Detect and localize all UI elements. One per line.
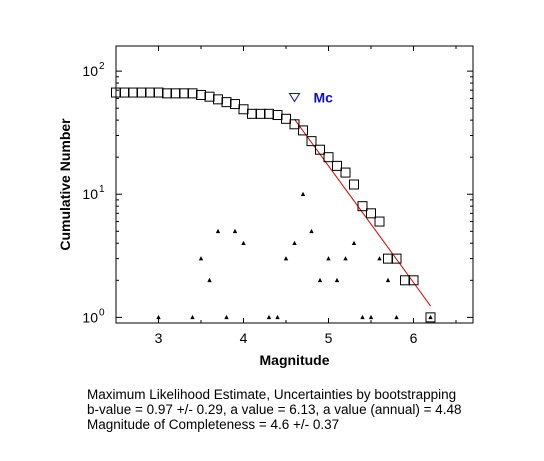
noncumulative-point [207, 277, 212, 283]
noncumulative-point [351, 240, 357, 246]
y-tick-label: 10 [82, 186, 98, 202]
cumulative-point [298, 125, 308, 136]
noncumulative-point [224, 314, 229, 320]
cumulative-point [332, 160, 342, 171]
x-tick-label: 5 [325, 330, 333, 346]
noncumulative-point [300, 191, 306, 197]
noncumulative-point [377, 256, 382, 261]
noncumulative-point [317, 277, 323, 283]
fit-line-layer [294, 118, 431, 307]
x-tick-label: 4 [240, 330, 248, 346]
mc-marker [288, 93, 301, 103]
noncumulative-point [360, 314, 365, 320]
noncumulative-point [309, 228, 314, 234]
noncumulative-point [368, 314, 374, 320]
x-tick-label: 3 [155, 330, 163, 346]
cumulative-point [315, 144, 325, 155]
cumulative-point [408, 275, 419, 286]
cumulative-point [230, 99, 240, 110]
cumulative-point [281, 113, 291, 124]
fit-line [294, 118, 431, 307]
cumulative-point [425, 312, 436, 323]
x-tick-label: 6 [410, 330, 418, 346]
noncumulative-point [334, 277, 340, 283]
caption: Maximum Likelihood Estimate, Uncertainti… [87, 387, 462, 432]
noncumulative-point [326, 256, 331, 261]
cumulative-point [349, 179, 359, 190]
noncumulative-point [385, 277, 391, 283]
noncumulative-point [275, 314, 280, 320]
annotation-layer: Mc [288, 90, 334, 106]
caption-line-completeness: Magnitude of Completeness = 4.6 +/- 0.37 [87, 417, 340, 432]
noncumulative-point [190, 314, 195, 320]
noncumulative-point [394, 314, 399, 320]
y-tick-exponent: 2 [99, 61, 105, 72]
cumulative-point [340, 167, 351, 178]
data-marks [111, 87, 436, 323]
caption-line-bvalue: b-value = 0.97 +/- 0.29, a value = 6.13,… [87, 402, 462, 417]
y-axis-title: Cumulative Number [57, 118, 73, 251]
noncumulative-point [156, 314, 161, 320]
cumulative-point [306, 136, 317, 147]
y-tick-label: 10 [82, 63, 98, 79]
caption-line-method: Maximum Likelihood Estimate, Uncertainti… [87, 387, 457, 402]
mc-label: Mc [314, 90, 334, 106]
cumulative-point [357, 201, 368, 212]
noncumulative-point [232, 228, 238, 234]
y-tick-label: 10 [82, 309, 98, 325]
noncumulative-point [198, 256, 204, 261]
cumulative-point [289, 119, 300, 130]
noncumulative-point [343, 256, 348, 261]
y-tick-exponent: 1 [99, 184, 105, 195]
noncumulative-point [241, 240, 246, 246]
y-tick-exponent: 0 [99, 307, 105, 318]
noncumulative-point [215, 228, 221, 234]
plot-area [115, 45, 474, 324]
noncumulative-point [283, 256, 289, 261]
cumulative-point [323, 152, 334, 163]
cumulative-point [374, 216, 385, 227]
noncumulative-point [292, 240, 297, 246]
x-axis-title: Magnitude [260, 352, 330, 368]
noncumulative-point [266, 314, 272, 320]
cumulative-point [366, 208, 376, 219]
noncumulative-point [428, 314, 433, 320]
cumulative-point [391, 253, 402, 264]
